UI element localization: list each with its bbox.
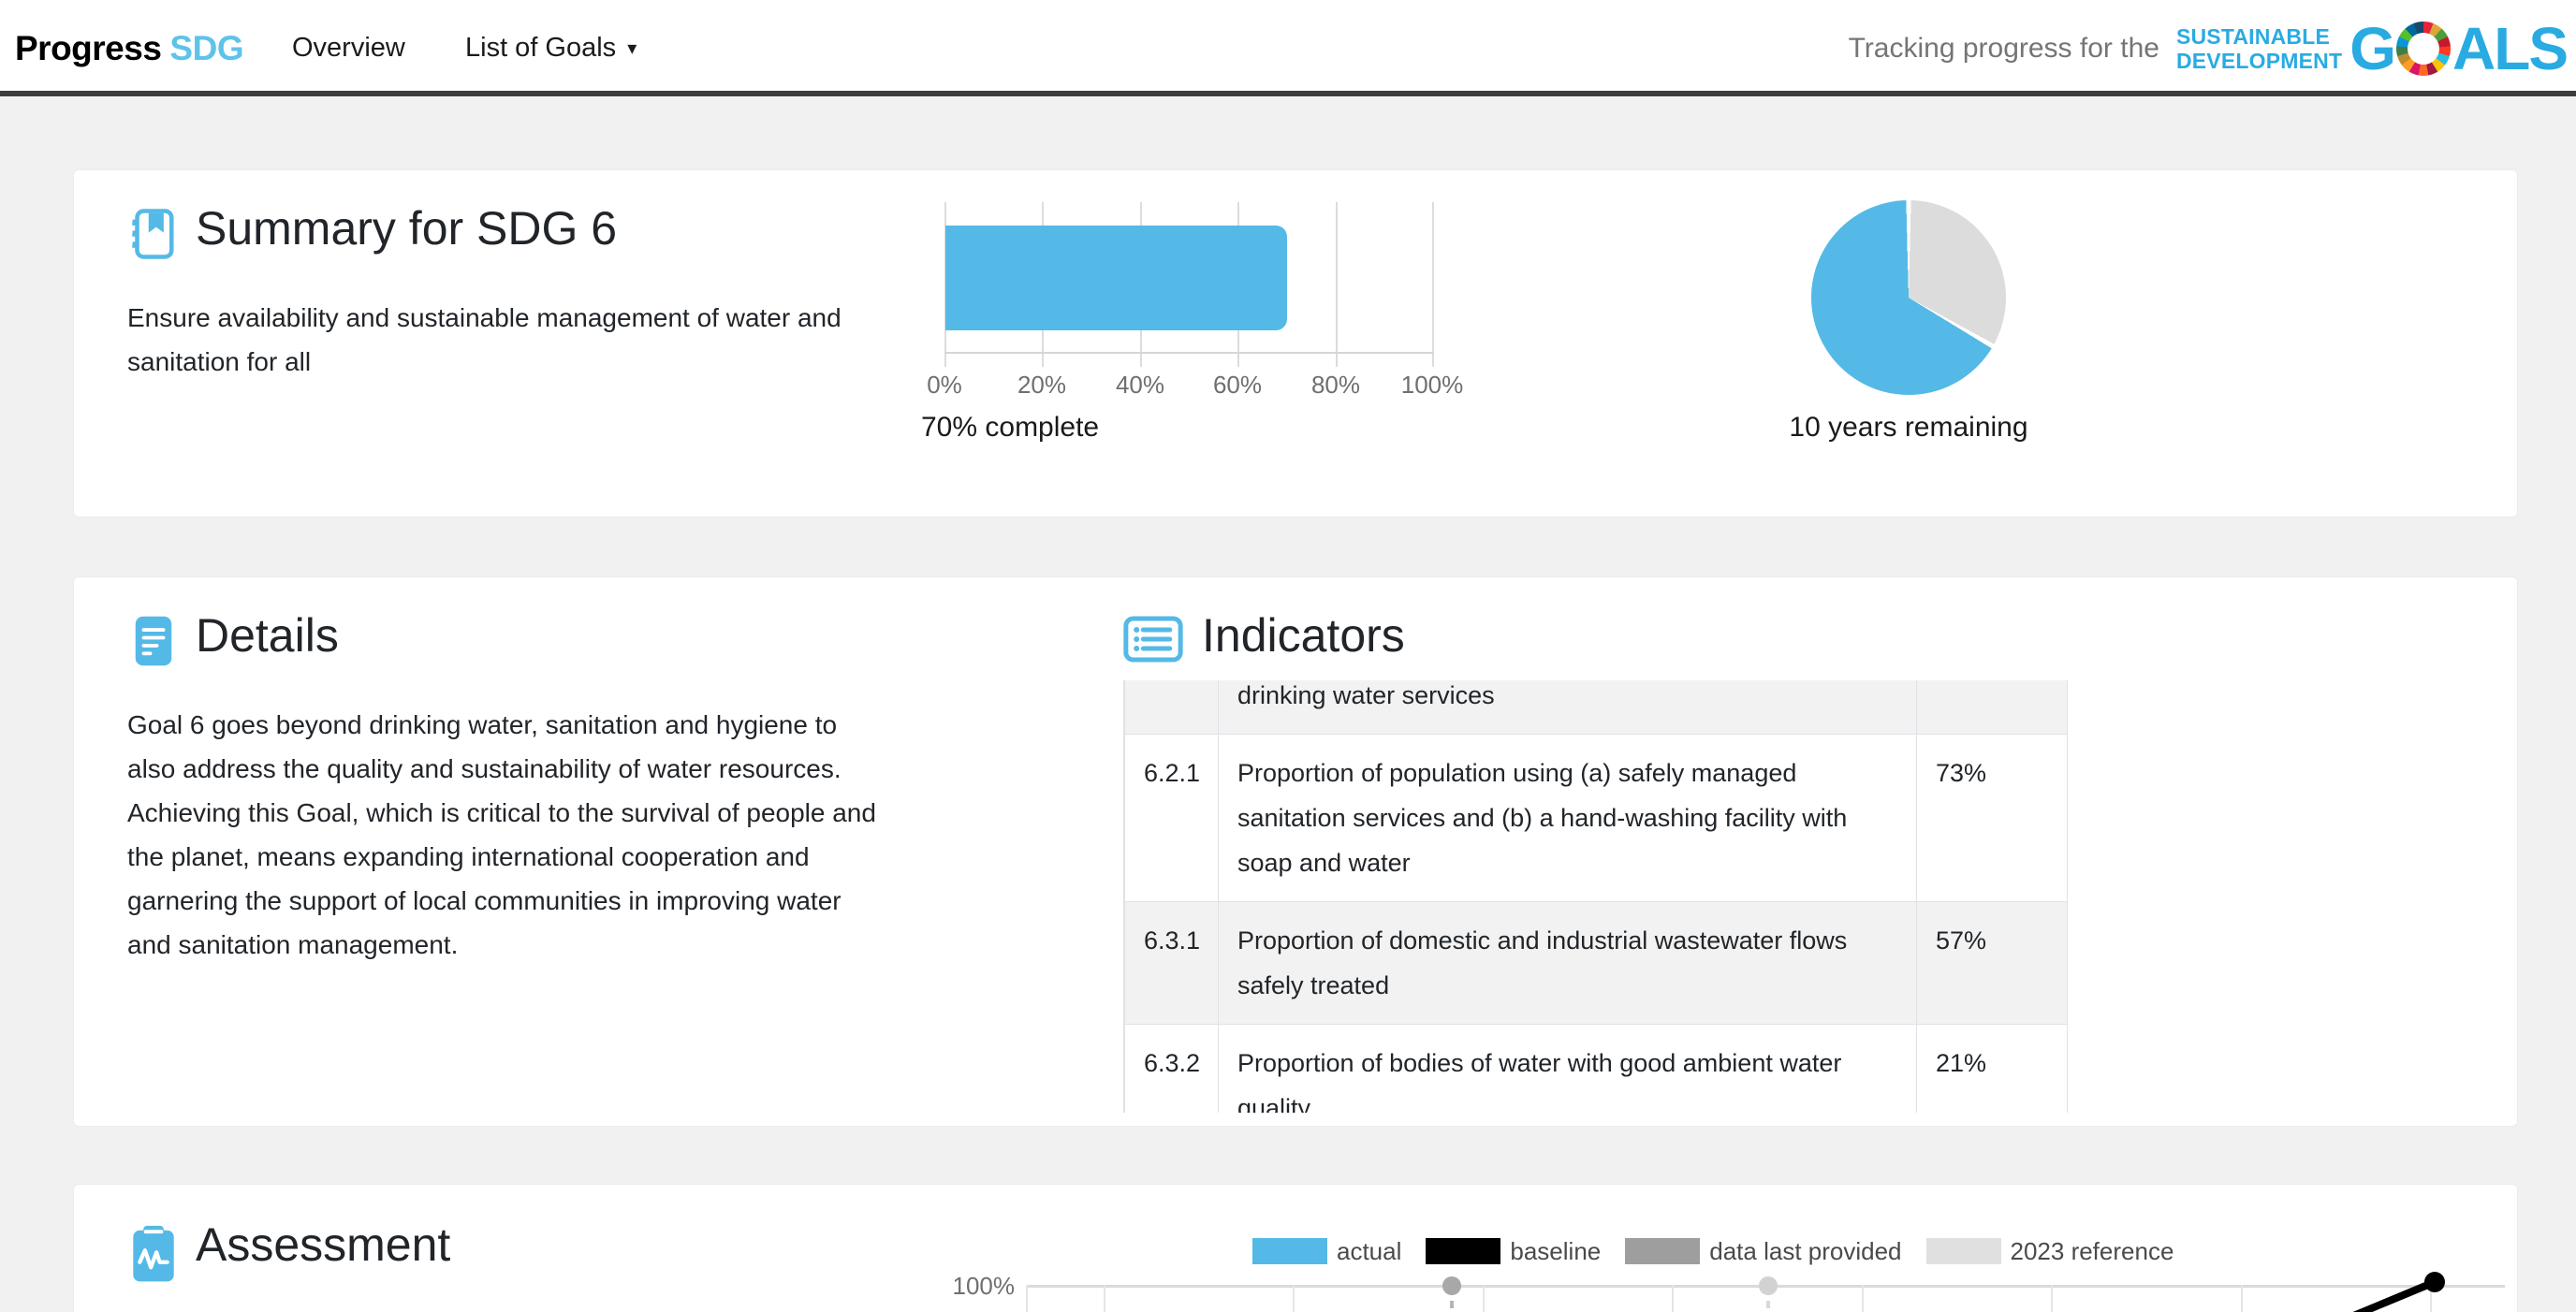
indicator-desc-cell: Proportion of population using (a) safel… bbox=[1218, 734, 1917, 902]
gridline bbox=[1862, 1285, 1864, 1312]
clipboard-pulse-icon bbox=[133, 1225, 174, 1282]
legend-label: actual bbox=[1337, 1236, 1402, 1265]
gridline bbox=[1293, 1285, 1295, 1312]
reference-stem bbox=[1766, 1301, 1770, 1312]
years-remaining-pie-chart bbox=[1811, 200, 2006, 395]
bar-chart-caption: 70% complete bbox=[921, 412, 1100, 443]
gridline bbox=[1336, 202, 1338, 367]
brand-text: Progress bbox=[15, 28, 162, 67]
pie-chart-caption: 10 years remaining bbox=[1789, 412, 2028, 443]
gridline bbox=[1672, 1285, 1674, 1312]
legend-label: baseline bbox=[1510, 1236, 1602, 1265]
journal-bookmark-icon bbox=[132, 209, 174, 259]
chart-legend: actual baseline data last provided 2023 … bbox=[1252, 1237, 2198, 1265]
legend-swatch-data-last-provided bbox=[1625, 1238, 1701, 1264]
legend-label: 2023 reference bbox=[2010, 1236, 2174, 1265]
axis-tick-label: 0% bbox=[927, 371, 962, 399]
chevron-down-icon: ▾ bbox=[627, 38, 637, 59]
axis-tick-label: 20% bbox=[1017, 371, 1067, 399]
brand-text-accent: SDG bbox=[169, 28, 244, 67]
tagline-text: Tracking progress for the bbox=[1848, 32, 2159, 64]
indicator-id-cell: 6.3.2 bbox=[1124, 1024, 1219, 1113]
legend-swatch-actual bbox=[1252, 1238, 1327, 1264]
indicator-desc-fragment: drinking water services bbox=[1237, 681, 1495, 709]
indicator-desc-cell: Proportion of bodies of water with good … bbox=[1218, 1024, 1917, 1113]
nav-dropdown-list-of-goals[interactable]: List of Goals ▾ bbox=[465, 0, 637, 96]
summary-title: Summary for SDG 6 bbox=[196, 202, 618, 255]
sdg-goals-g: G bbox=[2349, 14, 2396, 82]
card-list-icon bbox=[1123, 616, 1183, 663]
gridline bbox=[1432, 202, 1434, 367]
gridline bbox=[2051, 1285, 2053, 1312]
axis-tick-label: 60% bbox=[1212, 371, 1263, 399]
sdg-wheel-icon bbox=[2396, 21, 2451, 76]
table-row: 6.2.1 Proportion of population using (a)… bbox=[1124, 734, 2067, 902]
sdg-logo-line1: SUSTAINABLE bbox=[2175, 23, 2330, 49]
indicator-desc-cell: drinking water services bbox=[1218, 680, 1917, 735]
table-row-partial: drinking water services bbox=[1124, 680, 2067, 735]
sdg-goals-logo: G ALS bbox=[2349, 14, 2569, 82]
navbar-right: Tracking progress for the SUSTAINABLE DE… bbox=[1848, 0, 2569, 96]
indicator-value-cell bbox=[1916, 680, 2067, 735]
data-last-provided-stem bbox=[1450, 1301, 1454, 1312]
table-row: 6.3.1 Proportion of domestic and industr… bbox=[1124, 901, 2067, 1025]
gridline bbox=[1483, 1285, 1485, 1312]
assessment-title: Assessment bbox=[196, 1218, 451, 1271]
indicator-id-cell: 6.2.1 bbox=[1124, 734, 1219, 902]
nav-link-label: List of Goals bbox=[465, 33, 617, 63]
indicators-table-scroll[interactable]: drinking water services 6.2.1 Proportion… bbox=[1123, 680, 2068, 1113]
indicator-desc-cell: Proportion of domestic and industrial wa… bbox=[1218, 901, 1917, 1025]
brand-link[interactable]: Progress SDG bbox=[15, 0, 244, 96]
legend-swatch-2023-reference bbox=[1925, 1238, 2001, 1264]
axis-line bbox=[944, 352, 1434, 354]
indicators-table: drinking water services 6.2.1 Proportion… bbox=[1124, 680, 2067, 1113]
indicator-value-cell: 73% bbox=[1916, 734, 2067, 902]
details-body: Goal 6 goes beyond drinking water, sanit… bbox=[127, 710, 876, 959]
journal-text-icon bbox=[135, 616, 172, 666]
legend-swatch-baseline bbox=[1426, 1238, 1501, 1264]
y-axis-top-label: 100% bbox=[952, 1272, 1016, 1300]
legend-label: data last provided bbox=[1709, 1236, 1902, 1265]
details-title: Details bbox=[196, 609, 339, 662]
sdg-logo-stacked-text: SUSTAINABLE DEVELOPMENT bbox=[2176, 24, 2342, 73]
assessment-card: Assessment actual baseline data last pro… bbox=[73, 1184, 2518, 1312]
sdg-logo-line2: DEVELOPMENT bbox=[2175, 48, 2343, 73]
navbar: Progress SDG Overview List of Goals ▾ Tr… bbox=[0, 0, 2576, 96]
summary-description: Ensure availability and sustainable mana… bbox=[127, 303, 842, 376]
summary-card: Summary for SDG 6 Ensure availability an… bbox=[73, 169, 2518, 518]
table-row: 6.3.2 Proportion of bodies of water with… bbox=[1124, 1024, 2067, 1113]
indicator-id-cell: 6.3.1 bbox=[1124, 901, 1219, 1025]
axis-tick-label: 80% bbox=[1310, 371, 1361, 399]
data-last-provided-marker bbox=[1442, 1276, 1461, 1295]
nav-link-label: Overview bbox=[292, 33, 405, 63]
indicator-value-cell: 57% bbox=[1916, 901, 2067, 1025]
nav-link-overview[interactable]: Overview bbox=[292, 0, 405, 96]
axis-tick-label: 100% bbox=[1400, 371, 1464, 399]
progress-bar-chart bbox=[944, 202, 1434, 367]
details-indicators-card: Details Goal 6 goes beyond drinking wate… bbox=[73, 576, 2518, 1127]
axis-tick-label: 40% bbox=[1115, 371, 1165, 399]
gridline bbox=[2241, 1285, 2243, 1312]
progress-bar bbox=[945, 226, 1287, 330]
indicator-value-cell: 21% bbox=[1916, 1024, 2067, 1113]
indicator-id-cell bbox=[1124, 680, 1219, 735]
reference-marker bbox=[1759, 1276, 1778, 1295]
indicators-title: Indicators bbox=[1202, 609, 1405, 662]
gridline bbox=[1104, 1285, 1105, 1312]
actual-trend-line bbox=[2352, 1272, 2445, 1312]
gridline bbox=[2430, 1285, 2432, 1312]
gridline bbox=[1026, 1285, 1028, 1312]
sdg-goals-als: ALS bbox=[2452, 14, 2569, 82]
